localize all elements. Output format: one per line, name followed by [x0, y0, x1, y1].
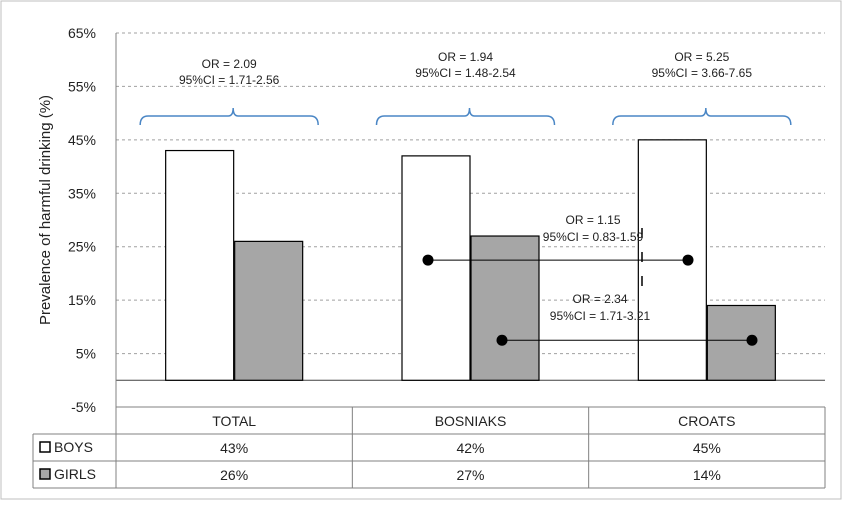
legend-label-girls: GIRLS	[54, 466, 96, 482]
annotation-or: OR = 1.94	[438, 50, 493, 64]
y-tick-label: 5%	[76, 346, 96, 362]
table-cell: 14%	[693, 467, 721, 483]
y-tick-label: 55%	[68, 78, 96, 94]
bracket-total	[139, 107, 319, 126]
table-cell: 26%	[220, 467, 248, 483]
annotation-ci: 95%CI = 1.71-2.56	[179, 73, 280, 87]
annotation-or: OR = 5.25	[674, 50, 729, 64]
y-axis-title: Prevalence of harmful drinking (%)	[37, 95, 54, 325]
y-tick-label: 35%	[68, 185, 96, 201]
comparison-dot	[682, 254, 694, 266]
bar-boys-bosniaks	[401, 155, 471, 381]
table-cell: 43%	[220, 440, 248, 456]
bar-boys-total	[165, 149, 235, 381]
category-label: TOTAL	[212, 413, 256, 429]
comparison-ci: 95%CI = 1.71-3.21	[550, 309, 651, 323]
bar-girls-total	[234, 240, 304, 381]
y-tick-label: 25%	[68, 239, 96, 255]
legend-key-boys	[39, 441, 51, 453]
category-label: BOSNIAKS	[435, 413, 507, 429]
y-tick-label: 45%	[68, 132, 96, 148]
comparison-dot	[422, 254, 434, 266]
y-tick-label: 65%	[68, 25, 96, 41]
bracket-croats	[612, 107, 792, 126]
legend-label-boys: BOYS	[54, 439, 93, 455]
annotation-or: OR = 2.09	[202, 57, 257, 71]
comparison-or: OR = 1.15	[565, 213, 620, 227]
comparison-or: OR = 2.34	[572, 292, 627, 306]
comparison-dot	[496, 334, 508, 346]
table-cell: 45%	[693, 440, 721, 456]
table-cell: 27%	[456, 467, 484, 483]
annotation-ci: 95%CI = 1.48-2.54	[415, 66, 516, 80]
comparison-dot	[746, 334, 758, 346]
category-label: CROATS	[678, 413, 735, 429]
y-tick-label: -5%	[71, 399, 96, 415]
bracket-bosniaks	[375, 107, 556, 126]
annotation-ci: 95%CI = 3.66-7.65	[652, 66, 753, 80]
y-tick-label: 15%	[68, 292, 96, 308]
comparison-ci: 95%CI = 0.83-1.59	[543, 230, 644, 244]
bar-girls-croats	[706, 304, 776, 381]
table-cell: 42%	[456, 440, 484, 456]
bar-girls-bosniaks	[470, 235, 540, 381]
legend-key-girls	[39, 468, 51, 480]
